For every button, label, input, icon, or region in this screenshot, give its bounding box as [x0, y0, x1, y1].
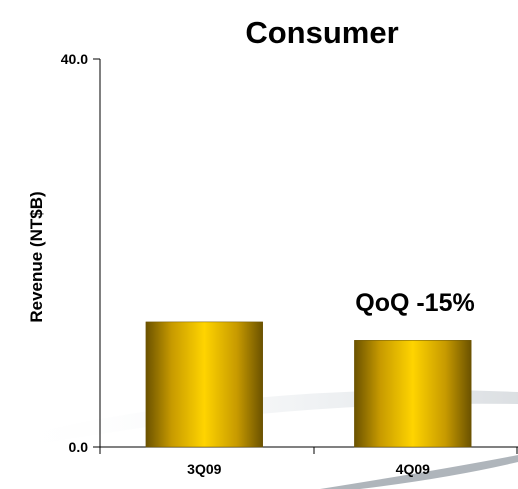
- bars: [146, 322, 471, 447]
- y-tick-label-min: 0.0: [69, 439, 89, 455]
- chart-title: Consumer: [245, 15, 398, 50]
- x-tick-label-4q09: 4Q09: [396, 461, 430, 477]
- qoq-annotation: QoQ -15%: [355, 289, 474, 317]
- x-tick-label-3q09: 3Q09: [187, 461, 221, 477]
- y-tick-label-max: 40.0: [61, 51, 88, 67]
- y-axis-label: Revenue (NT$B): [27, 191, 46, 322]
- x-tick-labels: 3Q09 4Q09: [187, 461, 430, 477]
- bar-4q09: [354, 340, 471, 447]
- bar-3q09: [146, 322, 263, 447]
